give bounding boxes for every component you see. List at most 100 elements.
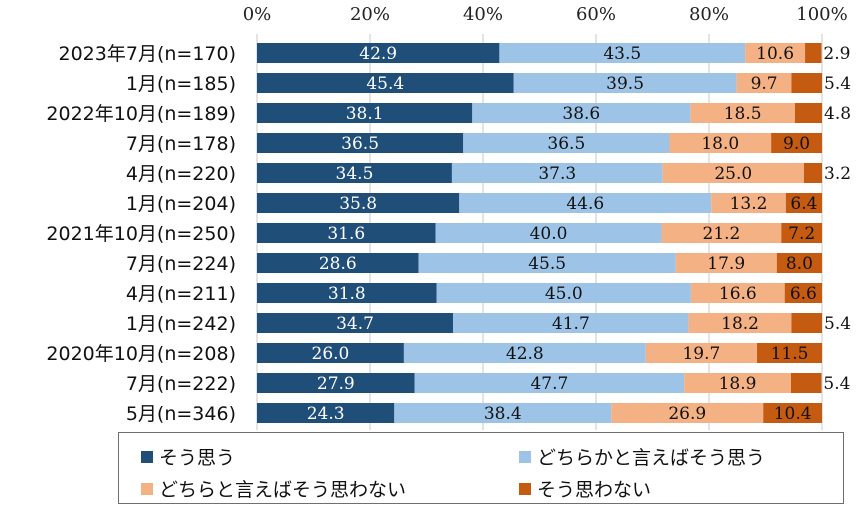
category-label: 1月(n=242) [126,313,236,335]
bar-segment [394,403,612,423]
data-labels: 42.9 43.5 10.6 2.9 45.4 39.5 9.7 5.4 38.1 38.6 18.… [307,44,851,424]
data-label: 18.0 [701,134,739,154]
data-label: 6.4 [790,194,817,214]
category-label: 1月(n=185) [126,73,236,95]
data-label: 39.5 [606,74,644,94]
bar-segment [257,223,436,243]
bar-segment [645,343,758,363]
data-label: 5.4 [823,374,850,394]
bar-segment [785,193,822,213]
bar-segment [257,163,452,183]
stacked-bar-chart: 0% 20% 40% 60% 80% 100% 42.9 43.5 10.6 2.9 45.4 39… [46,4,851,430]
data-label: 41.7 [552,314,590,334]
legend-label: そう思う [159,447,236,469]
bar-segment [781,223,822,243]
data-label: 18.2 [721,314,759,334]
bar-segment [757,343,822,363]
data-label: 26.0 [312,344,350,364]
data-label: 31.6 [327,224,365,244]
bar-segment [257,133,464,153]
legend-item-strongly-agree: そう思う [141,443,235,470]
legend-item-somewhat-agree: どちらかと言えばそう思う [519,443,765,470]
bar-segment [257,283,437,303]
bar-segment [513,73,737,93]
category-label: 7月(n=224) [126,253,236,275]
data-label: 42.8 [506,344,544,364]
data-label: 6.6 [790,284,817,304]
x-tick-label: 40% [463,4,503,25]
data-label: 5.4 [824,314,851,334]
bar-segment [791,313,822,333]
category-label: 4月(n=211) [126,283,236,305]
data-label: 34.7 [336,314,374,334]
data-label: 45.5 [528,254,566,274]
data-label: 16.6 [719,284,757,304]
data-label: 24.3 [307,404,345,424]
bar-segment [790,373,822,393]
bar-segment [690,283,785,303]
x-tick-label: 80% [689,4,729,25]
bar-segment [784,283,822,303]
data-label: 35.8 [339,194,377,214]
bar-segment [611,403,764,423]
data-label: 38.4 [484,404,522,424]
data-label: 40.0 [530,224,568,244]
data-label: 10.6 [756,44,794,64]
x-tick-label: 60% [576,4,616,25]
legend: そう思う どちらかと言えばそう思う どちらと言えばそう思わない そう思わない [118,432,844,504]
bar-segment [711,193,786,213]
legend-swatch [141,482,153,495]
category-label: 5月(n=346) [126,403,236,425]
data-label: 31.8 [328,284,366,304]
data-label: 18.9 [719,374,757,394]
x-tick-label: 20% [350,4,390,25]
data-label: 38.1 [346,104,384,124]
legend-swatch [141,450,153,463]
bar-segment [257,73,514,93]
data-label: 47.7 [530,374,568,394]
bar-segment [472,103,691,123]
data-label: 17.9 [707,254,745,274]
bar-segment [459,193,712,213]
bar-segment [499,43,746,63]
data-label: 3.2 [824,164,851,184]
category-label: 2023年7月(n=170) [59,43,237,65]
category-labels: 2023年7月(n=170) 1月(n=185) 2022年10月(n=189) 7月… [46,43,236,425]
x-tick-labels: 0% 20% 40% 60% 80% 100% [243,4,848,25]
bar-segment [771,133,822,153]
bar-segment [257,43,500,63]
data-label: 8.0 [786,254,813,274]
legend-item-somewhat-disagree: どちらと言えばそう思わない [141,475,406,502]
data-label: 11.5 [771,344,809,364]
bar-segment [675,253,777,273]
data-label: 27.9 [317,374,355,394]
category-label: 2022年10月(n=189) [46,103,236,125]
bar-segment [257,373,415,393]
bar-segment [662,163,804,183]
data-label: 45.0 [545,284,583,304]
data-label: 45.4 [366,74,404,94]
data-label: 5.4 [824,74,851,94]
data-label: 13.2 [730,194,768,214]
legend-label: どちらかと言えばそう思う [537,447,766,469]
legend-item-disagree: そう思わない [519,475,651,502]
bar-segment [453,313,689,333]
data-label: 26.9 [668,404,706,424]
category-label: 7月(n=178) [126,133,236,155]
data-label: 7.2 [788,224,815,244]
bar-segment [436,283,691,303]
data-label: 25.0 [714,164,752,184]
data-label: 4.8 [824,104,851,124]
data-label: 9.0 [783,134,810,154]
data-label: 21.2 [703,224,741,244]
bar-segment [669,133,772,153]
legend-swatch [519,482,531,495]
bar-segment [805,43,822,63]
legend-label: どちらと言えばそう思わない [159,479,407,501]
data-label: 2.9 [823,44,850,64]
bar-segment [791,73,822,93]
category-label: 4月(n=220) [126,163,236,185]
bar-segment [684,373,791,393]
bar-segment [763,403,822,423]
bar-segment [463,133,670,153]
